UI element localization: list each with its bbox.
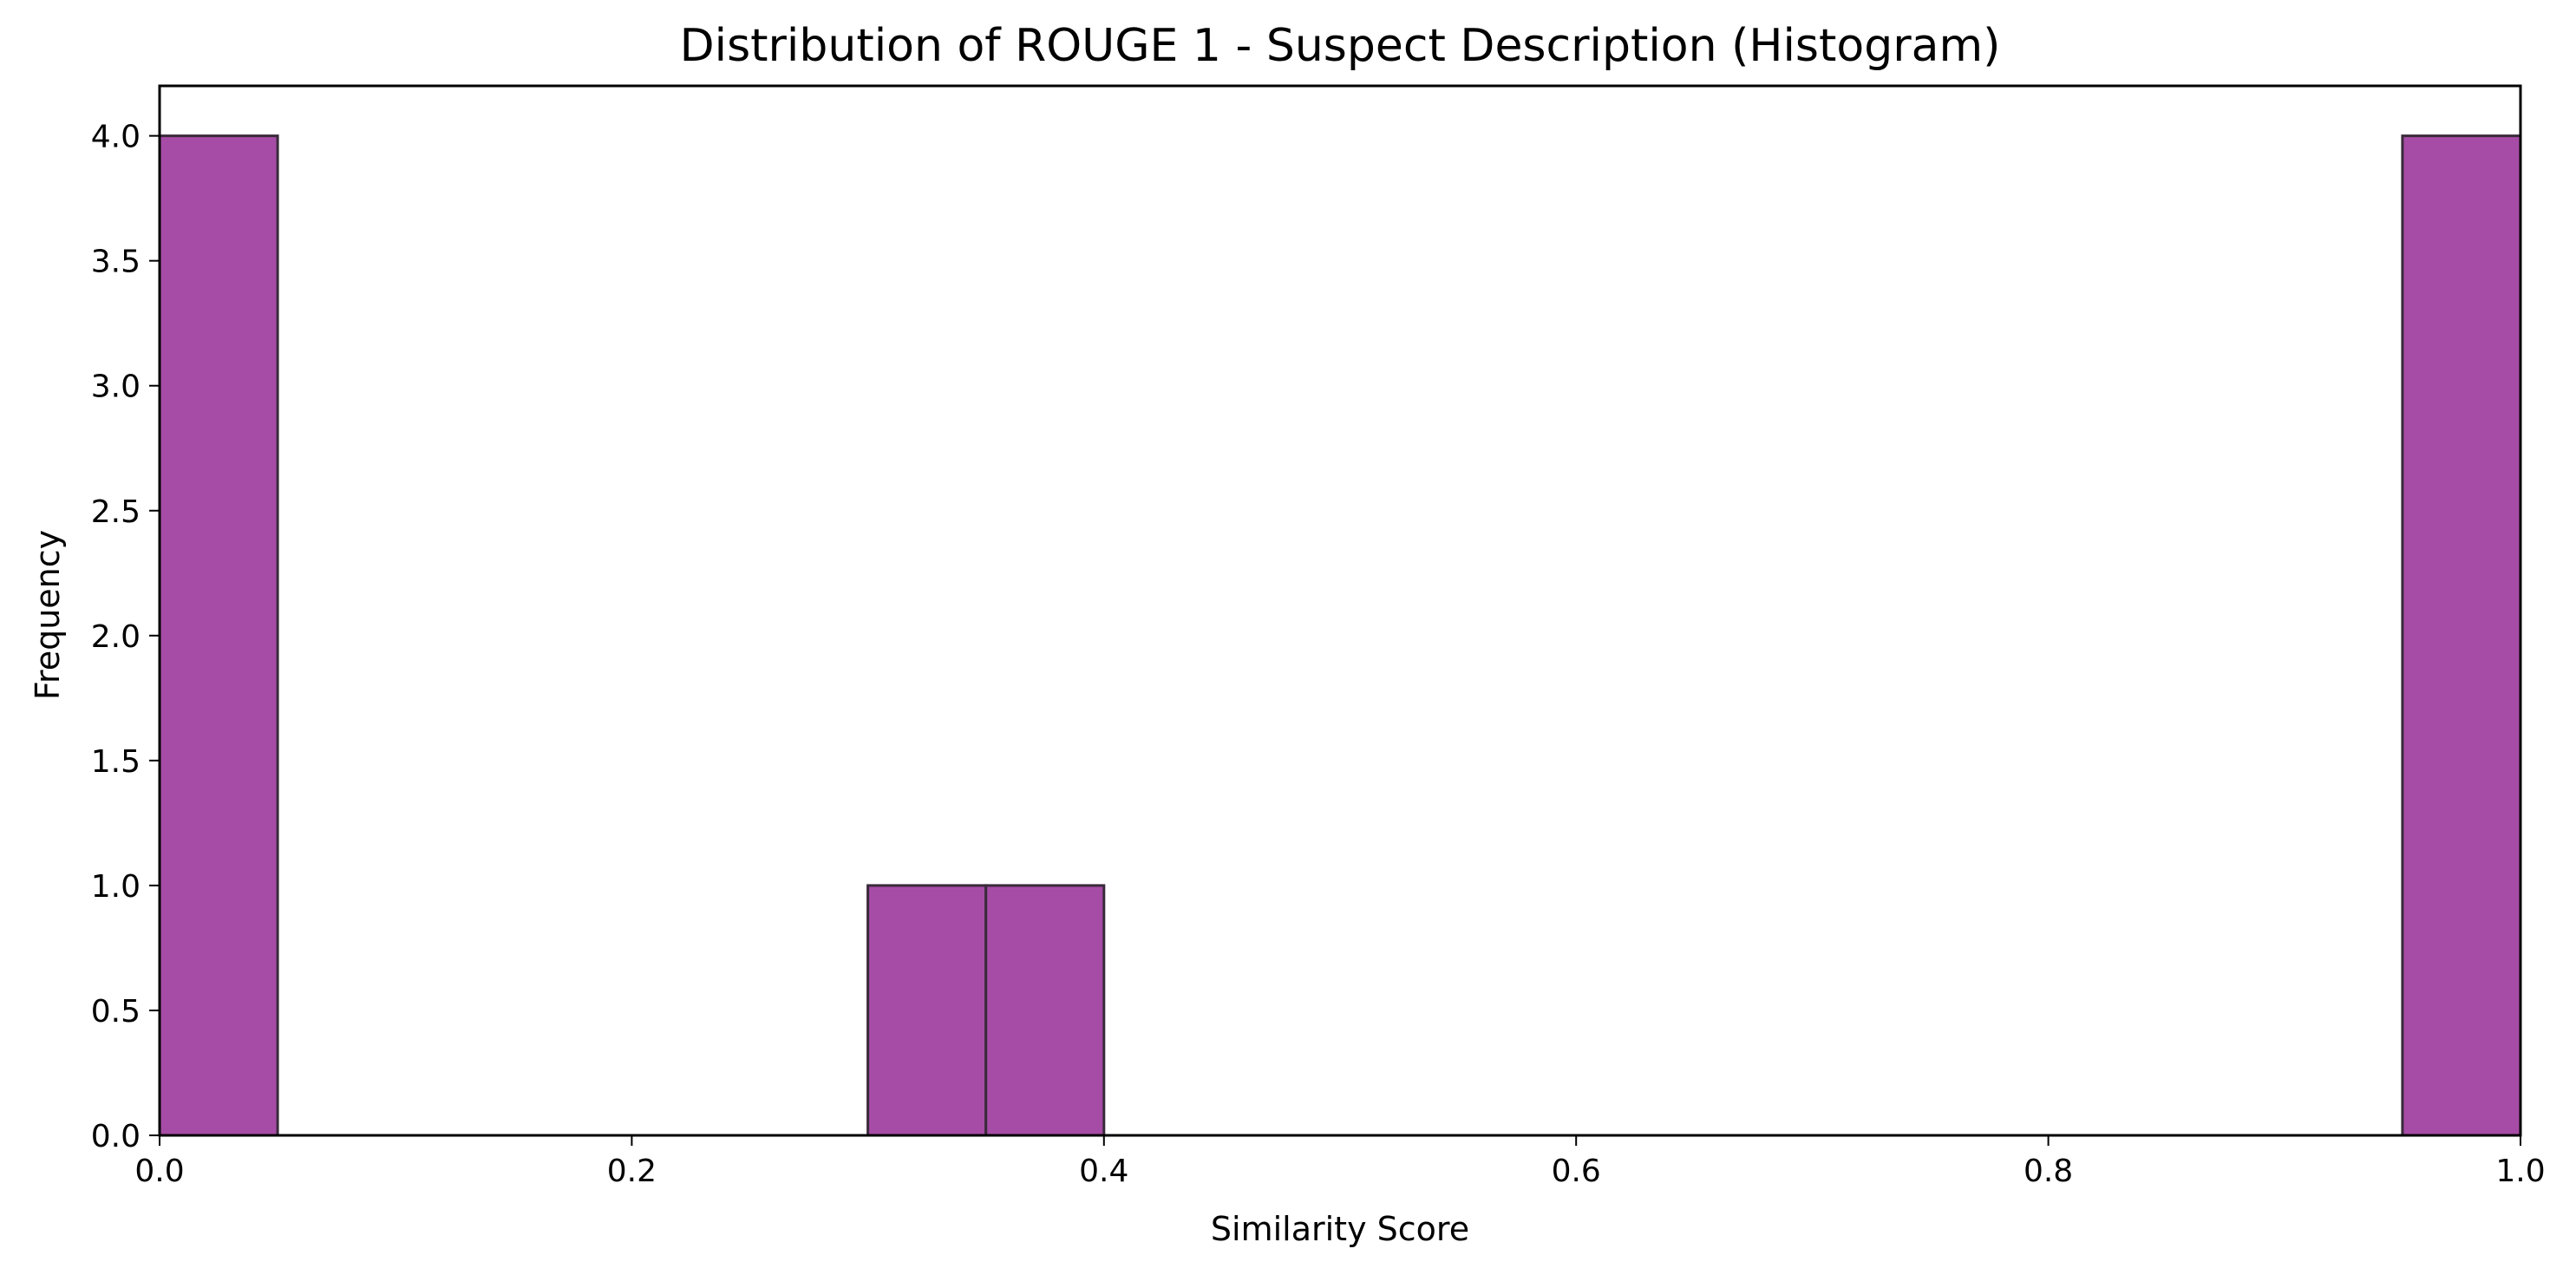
y-tick-label: 1.0 <box>91 869 141 905</box>
y-tick-label: 1.5 <box>91 744 141 780</box>
histogram-bar <box>984 884 1106 1137</box>
x-tick-label: 0.2 <box>607 1154 657 1189</box>
x-tick-label: 0.8 <box>2024 1154 2073 1189</box>
histogram-bar <box>866 884 988 1137</box>
y-tick-label: 3.5 <box>91 245 141 280</box>
histogram-bar <box>158 134 279 1137</box>
x-tick-label: 0.4 <box>1079 1154 1128 1189</box>
y-tick-label: 0.0 <box>91 1119 141 1154</box>
plot-area-frame <box>158 84 2522 1137</box>
y-tick-label: 3.0 <box>91 369 141 405</box>
y-axis-ticks: 0.0 0.5 1.0 1.5 2.0 2.5 3.0 3.5 4.0 <box>91 120 160 1154</box>
y-tick-label: 2.0 <box>91 619 141 655</box>
y-tick-label: 2.5 <box>91 494 141 530</box>
bars-group <box>158 134 2522 1137</box>
x-tick-label: 1.0 <box>2495 1154 2545 1189</box>
y-axis-label: Frequency <box>29 530 67 700</box>
x-axis-label: Similarity Score <box>1211 1210 1469 1248</box>
histogram-bar <box>2401 134 2522 1137</box>
x-axis-ticks: 0.0 0.2 0.4 0.6 0.8 1.0 <box>134 1135 2546 1189</box>
y-tick-label: 0.5 <box>91 994 141 1030</box>
y-tick-label: 4.0 <box>91 120 141 155</box>
chart-title: Distribution of ROUGE 1 - Suspect Descri… <box>680 20 2001 72</box>
x-tick-label: 0.0 <box>134 1154 184 1189</box>
x-tick-label: 0.6 <box>1552 1154 1601 1189</box>
